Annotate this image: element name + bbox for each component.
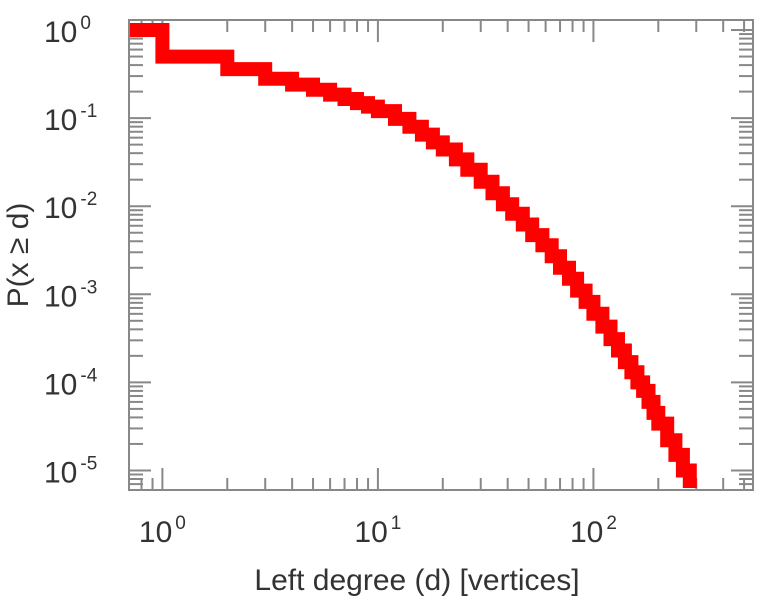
minor-ticks bbox=[128, 20, 753, 491]
y-tick-label: 10 -5 bbox=[44, 453, 97, 489]
y-axis-title: P(x ≥ d) bbox=[2, 203, 35, 308]
major-ticks bbox=[129, 20, 753, 490]
x-tick-label: 10 0 bbox=[139, 513, 186, 549]
y-tick-label: 10 0 bbox=[44, 13, 91, 49]
y-tick-label: 10 -4 bbox=[44, 365, 98, 401]
x-tick-label: 10 1 bbox=[354, 513, 401, 549]
y-tick-label: 10 -1 bbox=[44, 101, 97, 137]
x-axis-title: Left degree (d) [vertices] bbox=[254, 564, 579, 597]
x-tick-labels: 10 0 10 1 10 2 bbox=[139, 513, 617, 549]
y-tick-label: 10 -2 bbox=[44, 189, 97, 225]
plot-frame bbox=[128, 19, 754, 491]
x-tick-label: 10 2 bbox=[570, 513, 617, 549]
y-tick-label: 10 -3 bbox=[44, 277, 97, 313]
series-line bbox=[129, 23, 697, 488]
